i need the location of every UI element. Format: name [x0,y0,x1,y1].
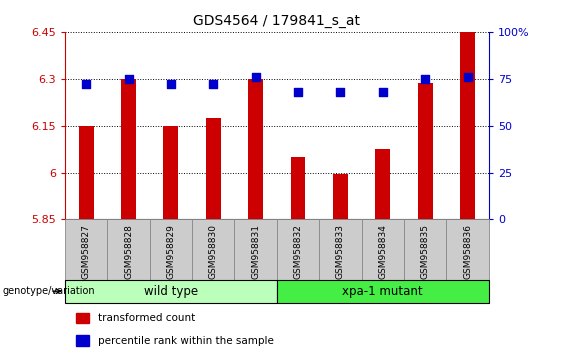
Bar [277,280,489,303]
Text: GSM958836: GSM958836 [463,224,472,279]
Bar [333,174,348,219]
Bar [290,157,306,219]
Bar [65,219,107,280]
Text: genotype/variation: genotype/variation [3,286,95,296]
Text: GSM958827: GSM958827 [82,224,90,279]
Point [209,81,218,87]
Bar [418,84,433,219]
Point [167,81,176,87]
Text: xpa-1 mutant: xpa-1 mutant [342,285,423,298]
Bar [460,32,475,219]
Text: wild type: wild type [144,285,198,298]
Text: GSM958834: GSM958834 [379,224,387,279]
Point [124,76,133,81]
Text: GSM958828: GSM958828 [124,224,133,279]
Title: GDS4564 / 179841_s_at: GDS4564 / 179841_s_at [193,14,360,28]
Text: GSM958830: GSM958830 [209,224,218,279]
Bar [76,313,89,324]
Bar [234,219,277,280]
Bar [446,219,489,280]
Bar [277,219,319,280]
Point [251,74,260,80]
Bar [248,79,263,219]
Text: GSM958829: GSM958829 [167,224,175,279]
Bar [107,219,150,280]
Bar [375,149,390,219]
Text: GSM958832: GSM958832 [294,224,302,279]
Point [463,74,472,80]
Text: GSM958831: GSM958831 [251,224,260,279]
Bar [65,280,277,303]
Text: percentile rank within the sample: percentile rank within the sample [98,336,274,346]
Bar [150,219,192,280]
Bar [79,126,94,219]
Bar [206,118,221,219]
Bar [163,126,179,219]
Text: transformed count: transformed count [98,313,195,323]
Bar [362,219,404,280]
Text: GSM958833: GSM958833 [336,224,345,279]
Text: GSM958835: GSM958835 [421,224,429,279]
Bar [319,219,362,280]
Point [379,89,388,95]
Bar [121,79,136,219]
Bar [192,219,234,280]
Point [420,76,430,81]
Point [82,81,91,87]
Bar [404,219,446,280]
Point [294,89,303,95]
Bar [76,335,89,346]
Point [336,89,345,95]
